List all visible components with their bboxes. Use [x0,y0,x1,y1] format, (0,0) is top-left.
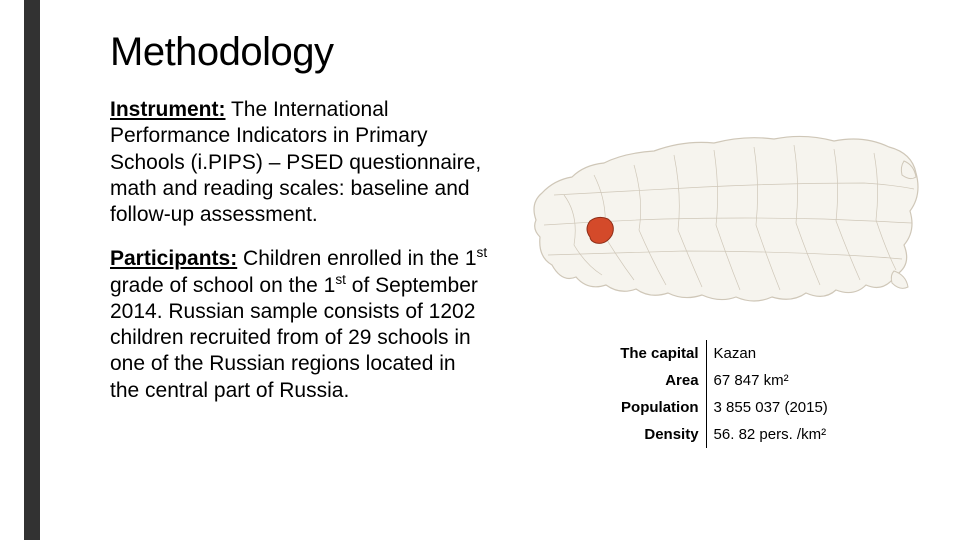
participants-sup-2: st [335,272,346,287]
table-row: The capitalKazan [613,340,835,367]
info-label: Population [613,394,706,421]
right-column: The capitalKazanArea67 847 km²Population… [518,30,930,520]
slide-content: Methodology Instrument: The Internationa… [110,30,930,520]
region-info-table: The capitalKazanArea67 847 km²Population… [613,340,835,448]
info-value: 67 847 km² [706,367,835,394]
instrument-label: Instrument: [110,98,226,121]
page-title: Methodology [110,30,490,75]
participants-text-mid1: grade of school on the 1 [110,274,335,297]
participants-paragraph: Participants: Children enrolled in the 1… [110,246,490,404]
participants-text-pre: Children enrolled in the 1 [237,247,476,270]
info-label: The capital [613,340,706,367]
info-value: Kazan [706,340,835,367]
info-value: 56. 82 pers. /km² [706,421,835,448]
russia-map [524,125,924,310]
accent-side-bar [24,0,40,540]
instrument-paragraph: Instrument: The International Performanc… [110,97,490,228]
table-row: Density56. 82 pers. /km² [613,421,835,448]
participants-sup-1: st [477,245,488,260]
participants-label: Participants: [110,247,237,270]
info-label: Area [613,367,706,394]
info-label: Density [613,421,706,448]
table-row: Area67 847 km² [613,367,835,394]
map-svg [524,125,924,310]
info-value: 3 855 037 (2015) [706,394,835,421]
left-column: Methodology Instrument: The Internationa… [110,30,490,520]
table-row: Population3 855 037 (2015) [613,394,835,421]
